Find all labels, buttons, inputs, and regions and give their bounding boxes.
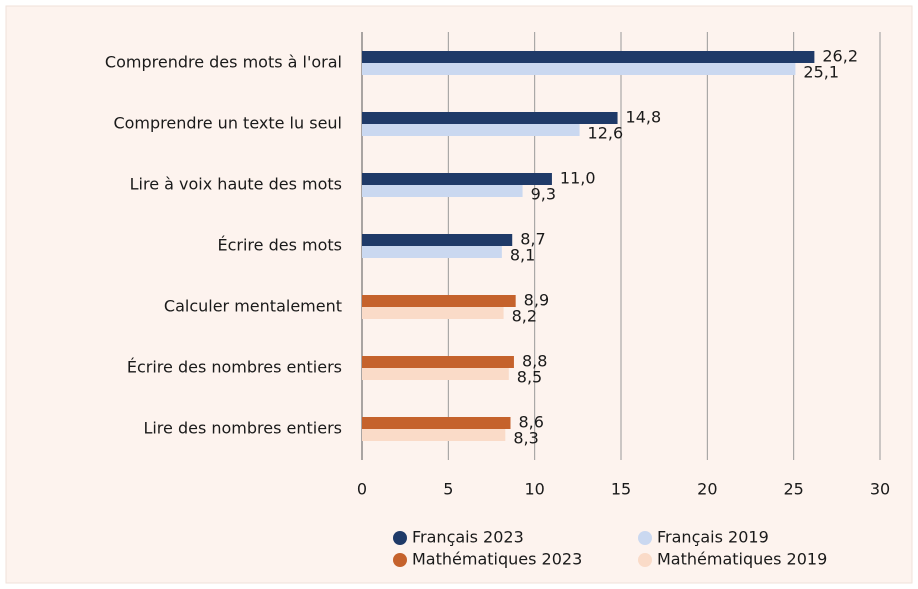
legend-label: Mathématiques 2023 [412,550,582,569]
y-tick-label: Comprendre des mots à l'oral [105,53,342,72]
bar [362,417,511,429]
x-tick-label: 15 [611,480,631,499]
value-label: 8,5 [517,368,542,387]
value-label: 8,7 [520,230,545,249]
value-label: 8,3 [513,429,538,448]
x-tick-label: 0 [357,480,367,499]
legend-marker [393,553,407,567]
value-label: 25,1 [803,63,839,82]
bar [362,234,513,246]
background [5,5,913,584]
bar [362,246,502,258]
value-label: 12,6 [588,124,624,143]
legend-label: Mathématiques 2019 [657,550,827,569]
legend-label: Français 2023 [412,528,524,547]
bar [362,112,618,124]
y-tick-label: Lire des nombres entiers [143,419,342,438]
x-tick-label: 10 [524,480,544,499]
bar [362,429,506,441]
value-label: 26,2 [822,47,858,66]
value-label: 11,0 [560,169,596,188]
y-tick-label: Comprendre un texte lu seul [113,114,342,133]
bar [362,63,796,75]
y-tick-label: Lire à voix haute des mots [130,175,342,194]
legend-marker [638,531,652,545]
value-label: 8,6 [518,413,543,432]
bar [362,368,509,380]
x-tick-label: 5 [443,480,453,499]
value-label: 8,1 [510,246,535,265]
bar [362,185,523,197]
value-label: 8,8 [522,352,547,371]
value-label: 8,2 [512,307,537,326]
bar [362,124,580,136]
y-tick-label: Calculer mentalement [164,297,342,316]
bar [362,173,552,185]
bar [362,51,815,63]
bar [362,356,514,368]
legend-marker [393,531,407,545]
bar [362,307,504,319]
y-tick-label: Écrire des nombres entiers [127,358,342,377]
bar [362,295,516,307]
value-label: 14,8 [626,108,662,127]
value-label: 8,9 [524,291,549,310]
x-tick-label: 20 [697,480,717,499]
legend-marker [638,553,652,567]
x-tick-label: 25 [783,480,803,499]
value-label: 9,3 [531,185,556,204]
x-tick-label: 30 [870,480,890,499]
y-tick-label: Écrire des mots [218,236,343,255]
legend-label: Français 2019 [657,528,769,547]
